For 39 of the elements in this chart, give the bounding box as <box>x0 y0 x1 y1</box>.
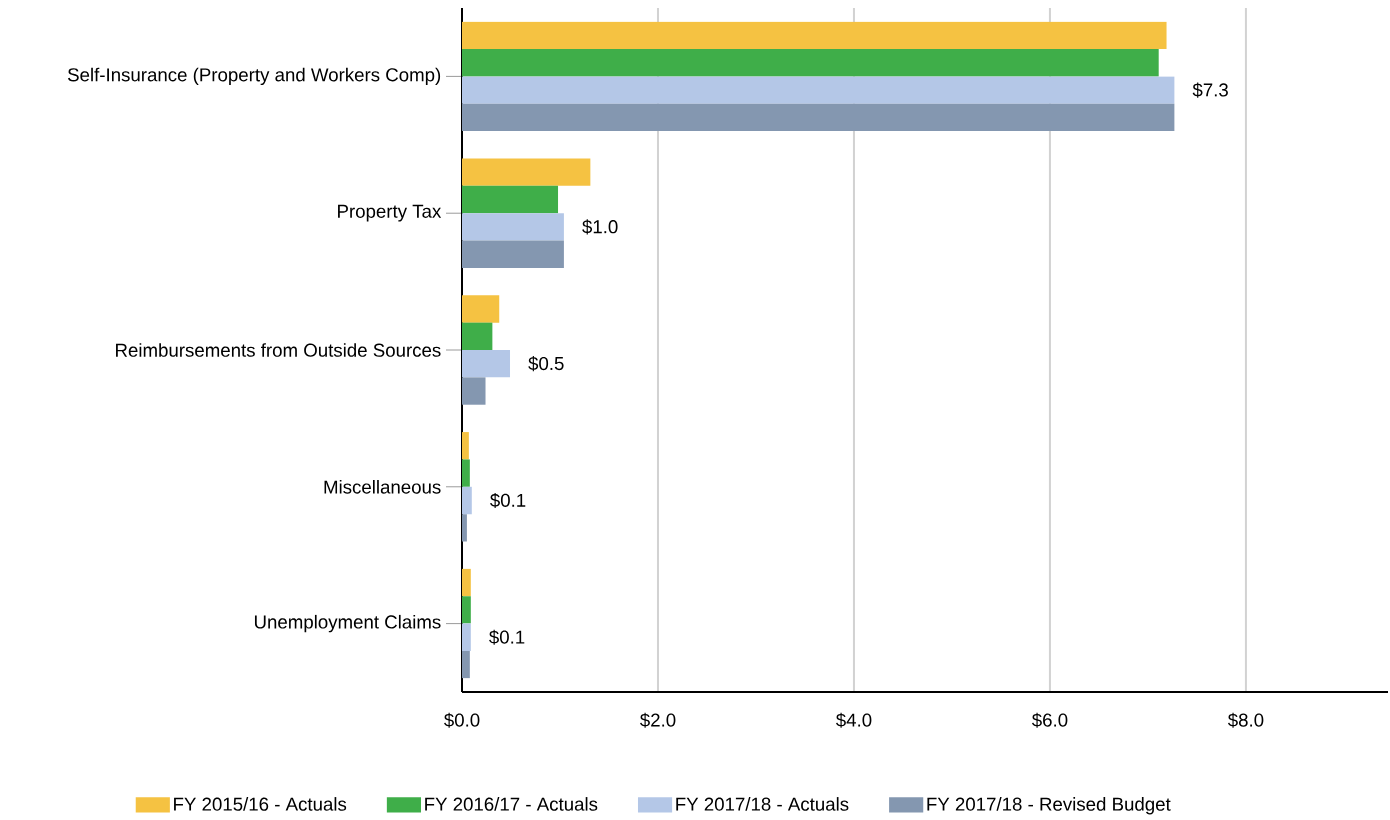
y-tick-label: Miscellaneous <box>324 479 441 494</box>
x-tick-label: $6.0 <box>1031 712 1068 728</box>
bar <box>462 185 559 214</box>
y-tick-label: Reimbursements from Outside Sources <box>116 343 441 357</box>
bar <box>462 568 471 597</box>
data-label: $0.5 <box>528 356 564 372</box>
bar <box>462 623 471 651</box>
y-tick-label: Property Tax <box>338 204 442 222</box>
bar <box>462 76 1175 104</box>
bar <box>462 377 486 405</box>
x-tick-label: $0.0 <box>444 712 480 728</box>
bar <box>462 350 511 378</box>
x-tick-label: $4.0 <box>836 712 872 728</box>
bar <box>462 486 472 515</box>
data-label: $0.1 <box>489 629 525 645</box>
bar <box>462 21 1167 50</box>
legend-label: FY 2017/18 - Revised Budget <box>927 797 1171 815</box>
bar <box>462 49 1159 77</box>
bar <box>462 432 469 460</box>
bar <box>462 322 493 350</box>
y-tick-label: Self-Insurance (Property and Workers Comp) <box>67 67 441 86</box>
y-tick-label: Unemployment Claims <box>254 614 441 633</box>
bar <box>462 213 564 241</box>
data-label: $7.3 <box>1192 82 1228 98</box>
legend-label: FY 2016/17 - Actuals <box>425 797 598 811</box>
bar <box>462 295 500 323</box>
data-label: $1.0 <box>582 219 618 235</box>
bar <box>462 240 564 268</box>
bar <box>462 514 467 542</box>
bar <box>462 650 470 679</box>
data-label: $0.1 <box>490 492 526 509</box>
bar <box>462 103 1175 132</box>
legend-label: FY 2017/18 - Actuals <box>676 797 849 811</box>
bar <box>462 596 471 624</box>
x-tick-label: $2.0 <box>640 712 676 728</box>
bar <box>462 158 591 186</box>
legend-label: FY 2015/16 - Actuals <box>174 797 347 811</box>
bar <box>462 459 470 487</box>
x-tick-label: $8.0 <box>1227 712 1264 728</box>
